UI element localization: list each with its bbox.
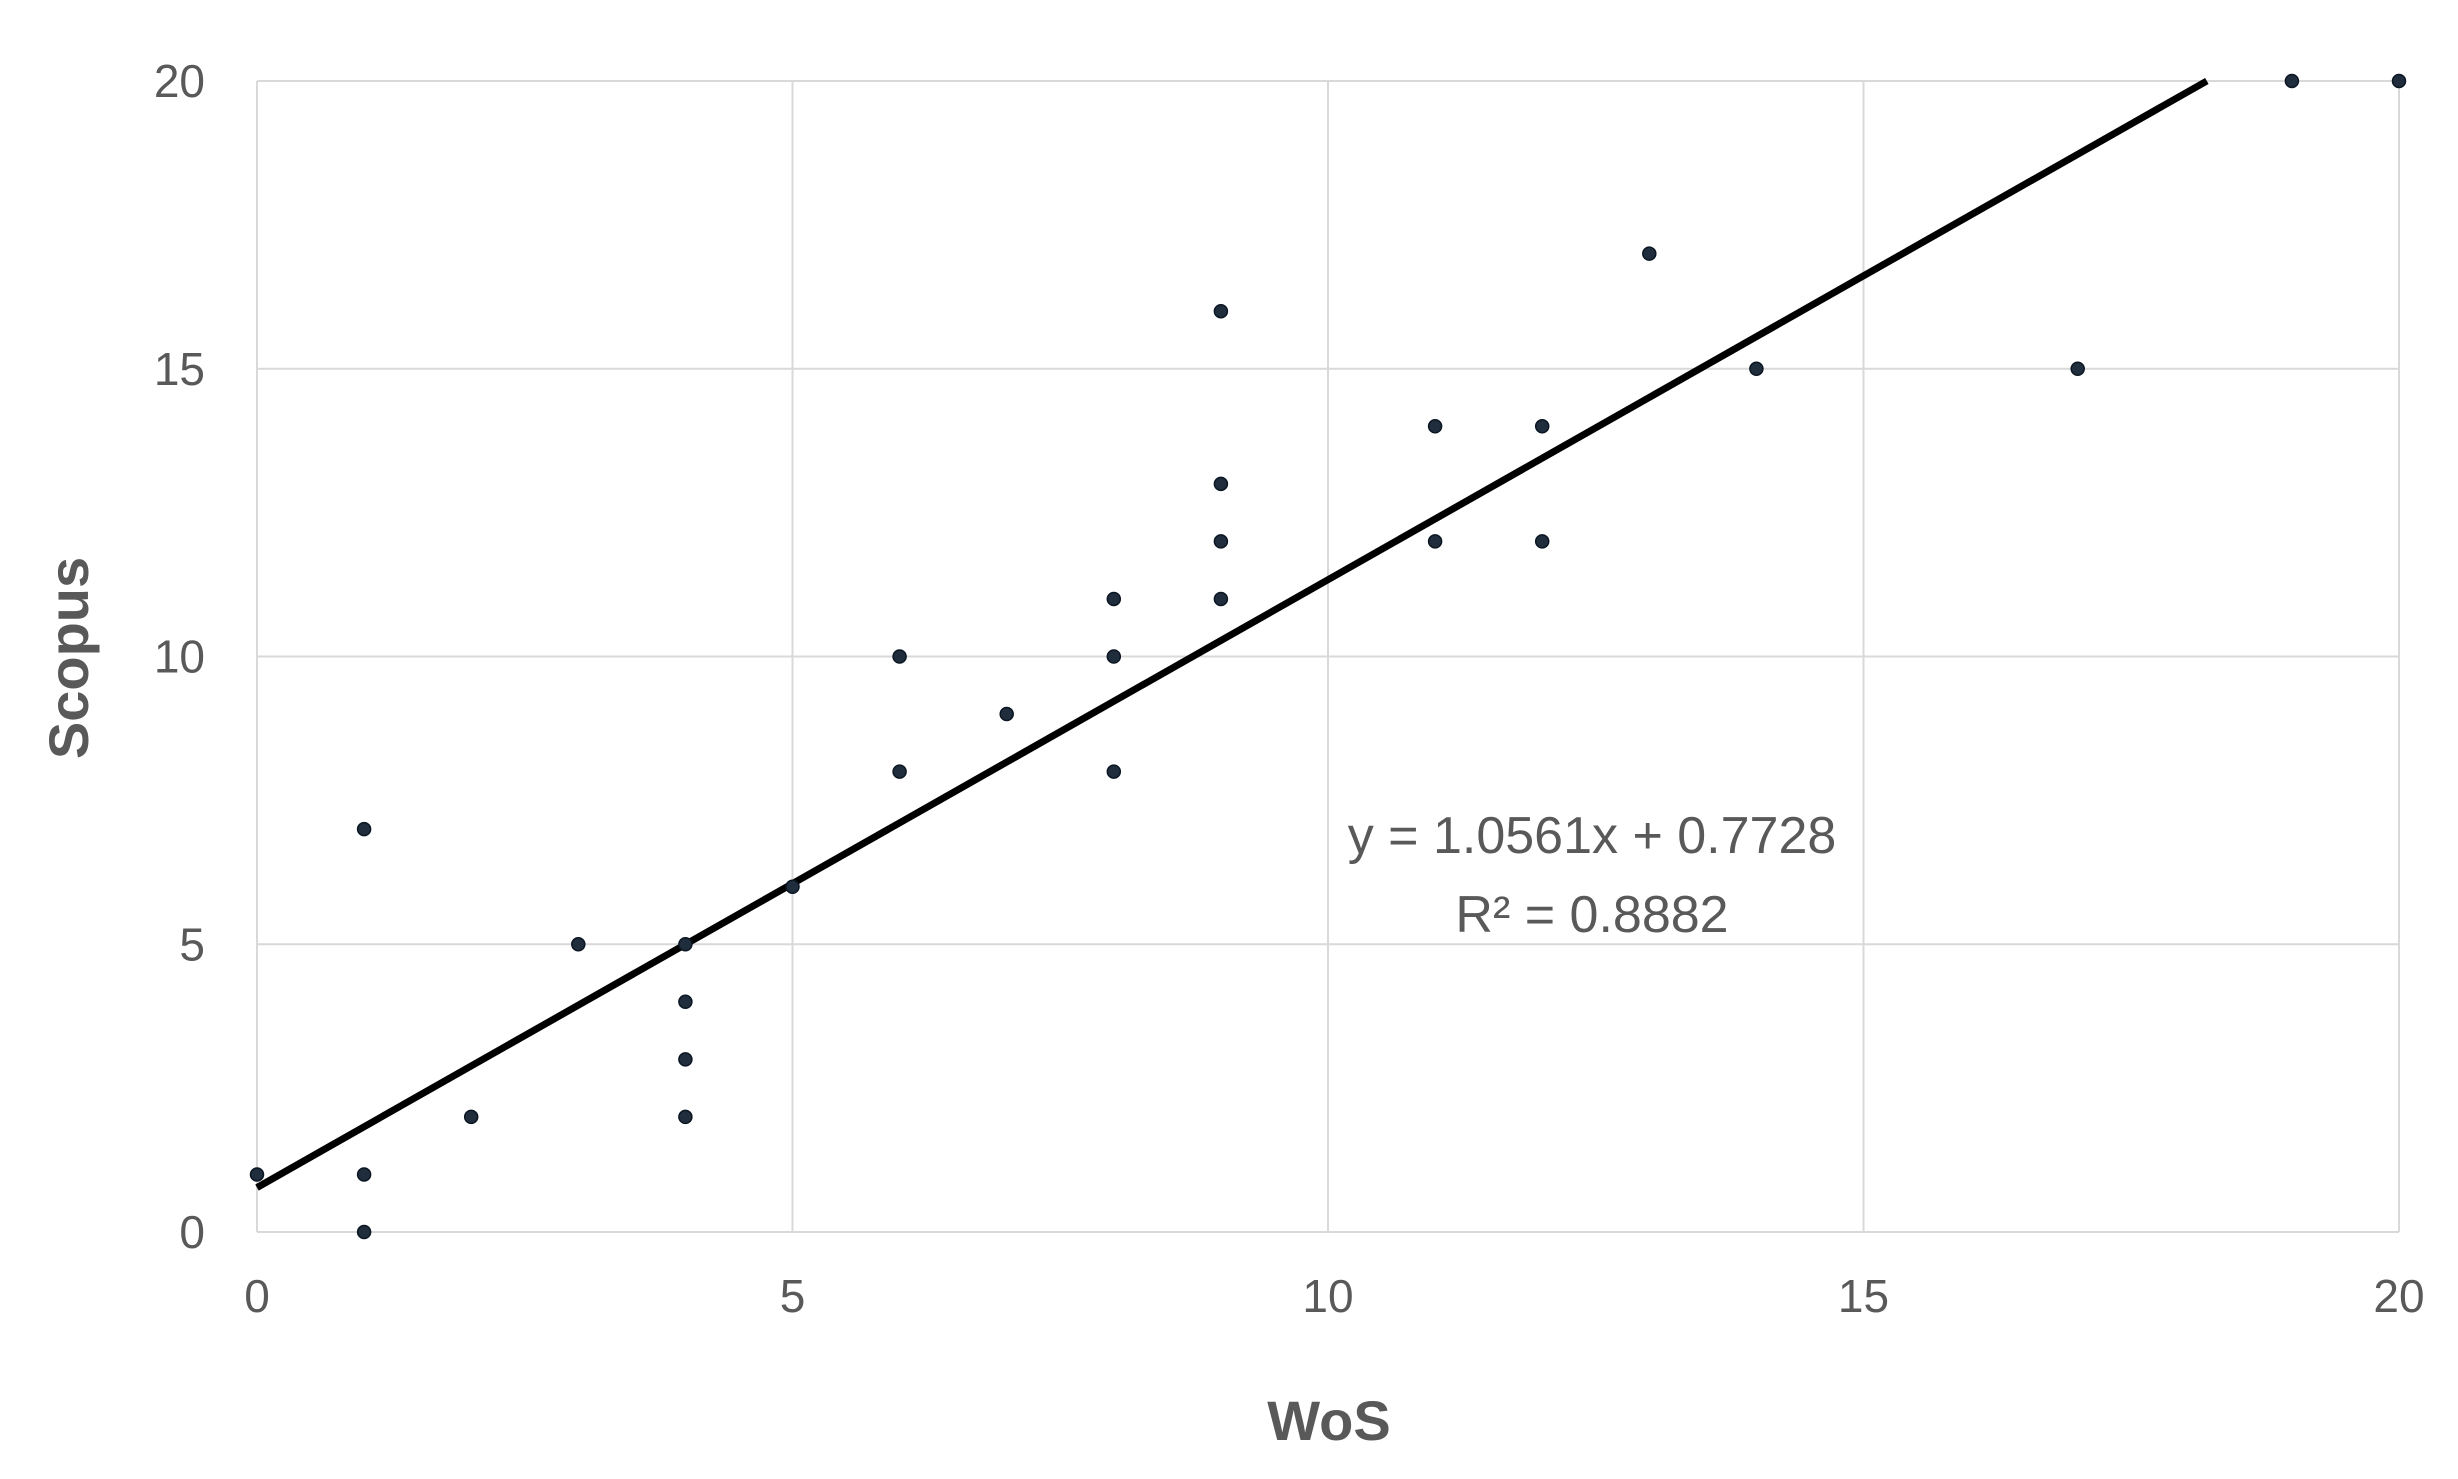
y-tick-label: 20 — [154, 55, 205, 107]
data-point — [1534, 419, 1550, 434]
y-tick-label: 0 — [179, 1206, 205, 1258]
data-point — [678, 1109, 693, 1125]
data-point — [1427, 419, 1443, 434]
x-axis-title: WoS — [1267, 1389, 1390, 1452]
data-point — [356, 1224, 372, 1240]
y-tick-label: 15 — [154, 343, 205, 395]
data-point — [1534, 534, 1550, 549]
linear-trendline — [255, 77, 2209, 1191]
data-point — [1213, 476, 1229, 492]
data-point — [571, 937, 586, 952]
x-tick-label: 0 — [244, 1270, 270, 1322]
data-point — [463, 1109, 479, 1125]
y-tick-label: 10 — [154, 631, 205, 683]
trendline-layer — [255, 77, 2209, 1191]
data-point — [1213, 303, 1229, 319]
data-point — [678, 1052, 693, 1067]
data-point — [1213, 591, 1229, 607]
data-point — [2070, 361, 2085, 376]
data-point — [1213, 534, 1229, 549]
data-point — [785, 879, 800, 894]
x-tick-label: 15 — [1838, 1270, 1889, 1322]
x-tick-label: 5 — [780, 1270, 806, 1322]
data-point — [356, 1167, 372, 1182]
data-point — [678, 937, 693, 952]
data-point — [678, 994, 693, 1010]
grid-lines — [256, 80, 2400, 1233]
data-point — [892, 764, 907, 779]
data-point — [1106, 649, 1122, 664]
x-axis-tick-labels: 0 5 10 15 20 — [244, 1270, 2424, 1322]
data-point — [1106, 764, 1122, 779]
trendline-equation: y = 1.0561x + 0.7728 — [1348, 807, 1837, 865]
data-point — [892, 649, 907, 664]
data-point — [2284, 73, 2300, 89]
data-point — [999, 706, 1014, 722]
data-points — [249, 73, 2407, 1240]
data-point — [2391, 73, 2407, 89]
data-point — [1427, 534, 1443, 549]
data-point — [356, 821, 372, 837]
y-tick-label: 5 — [179, 918, 205, 970]
data-point — [1749, 361, 1764, 376]
x-tick-label: 20 — [2373, 1270, 2424, 1322]
data-point — [1106, 591, 1122, 607]
trendline-r-squared: R² = 0.8882 — [1455, 886, 1728, 944]
data-point — [249, 1167, 265, 1182]
y-axis-title: Scopus — [37, 557, 100, 759]
x-tick-label: 10 — [1302, 1270, 1353, 1322]
data-point — [1642, 246, 1657, 261]
y-axis-tick-labels: 0 5 10 15 20 — [154, 55, 205, 1258]
